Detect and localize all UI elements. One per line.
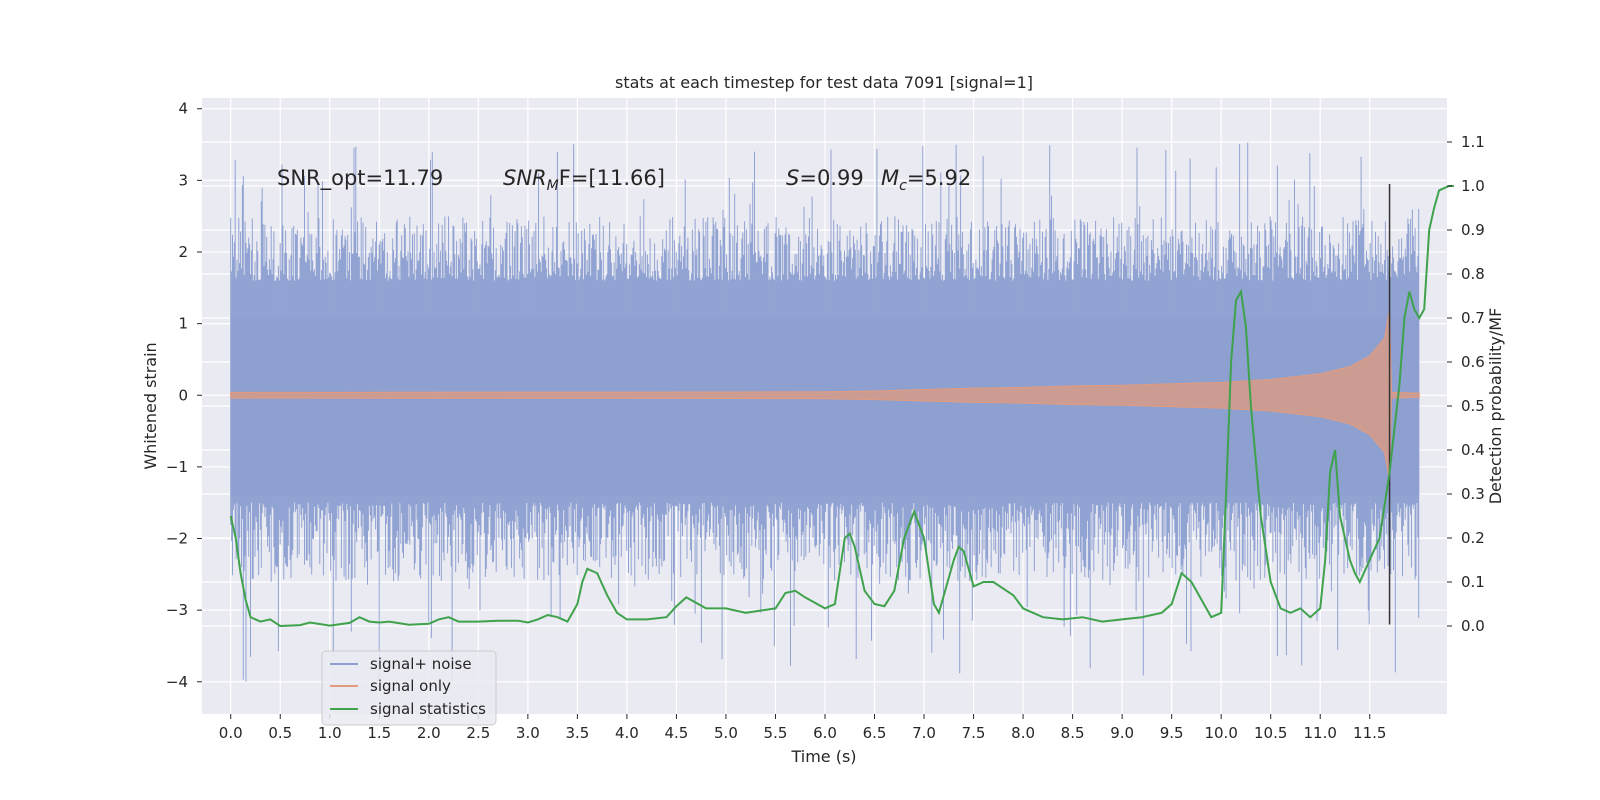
snr-mf-value: F=[11.66] (559, 166, 665, 190)
x-tick-label: 11.0 (1304, 724, 1337, 742)
y-right-tick-label: 0.2 (1461, 529, 1485, 547)
x-tick-label: 3.5 (565, 724, 589, 742)
x-tick-label: 5.0 (714, 724, 738, 742)
s-annotation: S=0.99 (786, 166, 864, 190)
x-tick-label: 1.5 (367, 724, 391, 742)
x-tick-label: 8.5 (1061, 724, 1085, 742)
x-tick-label: 6.0 (813, 724, 837, 742)
x-tick-label: 9.5 (1160, 724, 1184, 742)
y-right-tick-label: 0.9 (1461, 221, 1485, 239)
s-variable: S (786, 166, 799, 190)
x-axis-label: Time (s) (790, 747, 856, 766)
x-tick-label: 10.0 (1204, 724, 1237, 742)
y-left-tick-label: 0 (178, 386, 188, 404)
y-left-tick-label: 2 (178, 243, 188, 261)
y-right-tick-label: 0.6 (1461, 353, 1485, 371)
legend: signal+ noise signal only signal statist… (321, 650, 497, 726)
legend-entry-signal-plus-noise: signal+ noise (330, 655, 472, 673)
snr-mf-annotation: SNRMF=[11.66] (503, 166, 665, 194)
legend-entry-signal-statistics: signal statistics (330, 700, 486, 718)
signal-only-series (230, 309, 1420, 482)
y-left-tick-label: −4 (166, 673, 188, 691)
left-y-axis-ticks: 4 3 2 1 0 −1 −2 −3 −4 (166, 100, 202, 691)
legend-label-signal-statistics: signal statistics (370, 700, 486, 718)
x-axis-ticks: 0.0 0.5 1.0 1.5 2.0 2.5 3.0 3.5 4.0 4.5 5.0 5.5 6.0 6… (219, 714, 1386, 742)
x-tick-label: 7.0 (912, 724, 936, 742)
right-y-axis-ticks: 1.1 1.0 0.9 0.8 0.7 0.6 0.5 0.4 0.3 0.2 0.1 0.0 (1447, 133, 1485, 635)
x-tick-label: 0.5 (268, 724, 292, 742)
y-right-tick-label: 0.8 (1461, 265, 1485, 283)
x-tick-label: 2.5 (466, 724, 490, 742)
y-left-tick-label: 4 (178, 100, 188, 118)
signal-statistics-series (229, 185, 1454, 628)
x-tick-label: 5.5 (764, 724, 788, 742)
x-tick-label: 1.0 (318, 724, 342, 742)
x-tick-label: 3.0 (516, 724, 540, 742)
legend-box (321, 650, 497, 726)
x-tick-label: 2.0 (417, 724, 441, 742)
y-right-tick-label: 0.4 (1461, 441, 1485, 459)
x-tick-label: 7.5 (962, 724, 986, 742)
mc-subscript: c (899, 178, 907, 194)
y-right-tick-label: 0.7 (1461, 309, 1485, 327)
y-left-tick-label: 3 (178, 171, 188, 189)
annotations: SNR_opt=11.79 SNRMF=[11.66] S=0.99 Mc=5.… (277, 166, 971, 194)
x-tick-label: 0.0 (219, 724, 243, 742)
snr-mf-subscript: M (547, 178, 559, 194)
mc-value: =5.92 (907, 166, 971, 190)
y-left-tick-label: −1 (166, 458, 188, 476)
legend-entry-signal-only: signal only (330, 677, 451, 695)
y-left-tick-label: −3 (166, 601, 188, 619)
y-right-tick-label: 0.5 (1461, 397, 1485, 415)
x-tick-label: 8.0 (1011, 724, 1035, 742)
snr-opt-annotation: SNR_opt=11.79 (277, 166, 443, 191)
chart-title: stats at each timestep for test data 709… (615, 73, 1033, 92)
x-tick-label: 9.0 (1110, 724, 1134, 742)
legend-label-signal-plus-noise: signal+ noise (370, 655, 472, 673)
y-right-tick-label: 0.0 (1461, 617, 1485, 635)
y-right-tick-label: 1.1 (1461, 133, 1485, 151)
mc-variable: M (881, 166, 899, 190)
legend-label-signal-only: signal only (370, 677, 451, 695)
s-value: =0.99 (799, 166, 863, 190)
y-right-tick-label: 0.3 (1461, 485, 1485, 503)
statistics-line (229, 185, 1454, 628)
x-tick-label: 4.0 (615, 724, 639, 742)
y-left-tick-label: −2 (166, 530, 188, 548)
y-axis-left-label: Whitened strain (141, 342, 160, 469)
mc-annotation: Mc=5.92 (881, 166, 971, 194)
y-left-tick-label: 1 (178, 315, 188, 333)
x-tick-label: 11.5 (1353, 724, 1386, 742)
signal-envelope (230, 309, 1420, 482)
y-axis-right-label: Detection probability/MF (1486, 308, 1505, 505)
x-tick-label: 6.5 (863, 724, 887, 742)
y-right-tick-label: 0.1 (1461, 573, 1485, 591)
x-tick-label: 4.5 (664, 724, 688, 742)
x-tick-label: 10.5 (1254, 724, 1287, 742)
y-right-tick-label: 1.0 (1461, 177, 1485, 195)
snr-mf-main: SNR (503, 166, 547, 190)
